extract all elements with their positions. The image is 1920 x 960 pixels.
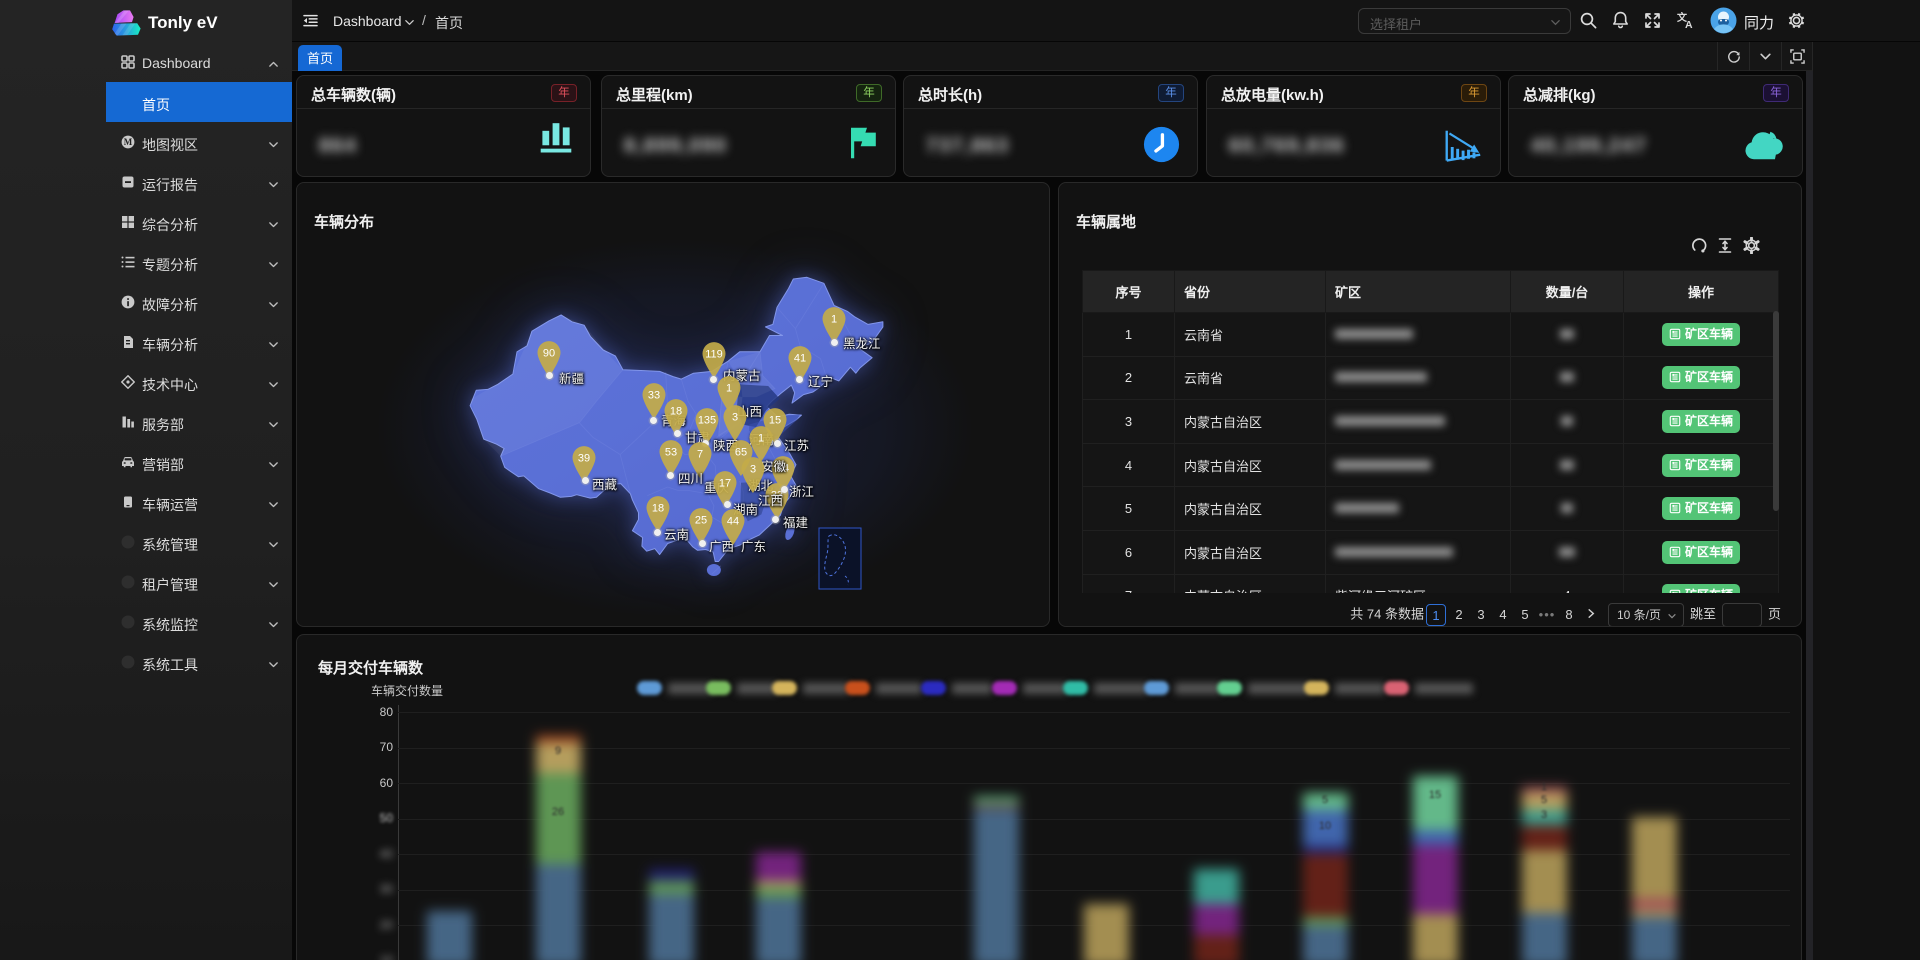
svg-text:1: 1 [758,433,764,445]
svg-text:41: 41 [794,353,806,365]
svg-text:18: 18 [670,406,682,418]
svg-text:文: 文 [1677,12,1688,24]
svg-text:A: A [1685,19,1693,29]
svg-text:M: M [124,137,133,147]
svg-text:3: 3 [750,464,756,476]
svg-text:33: 33 [648,390,660,402]
svg-text:53: 53 [665,447,677,459]
svg-text:135: 135 [698,415,716,427]
svg-text:1: 1 [831,314,837,326]
svg-text:39: 39 [578,453,590,465]
svg-text:34: 34 [777,463,789,475]
svg-text:90: 90 [543,348,555,360]
svg-text:33: 33 [771,490,783,502]
svg-text:1: 1 [726,383,732,395]
svg-text:17: 17 [719,478,731,490]
svg-text:65: 65 [735,447,747,459]
svg-text:44: 44 [727,516,739,528]
svg-text:15: 15 [769,415,781,427]
svg-text:3: 3 [732,412,738,424]
svg-text:7: 7 [697,449,703,461]
svg-text:25: 25 [695,515,707,527]
svg-text:18: 18 [652,503,664,515]
svg-text:119: 119 [705,349,723,361]
